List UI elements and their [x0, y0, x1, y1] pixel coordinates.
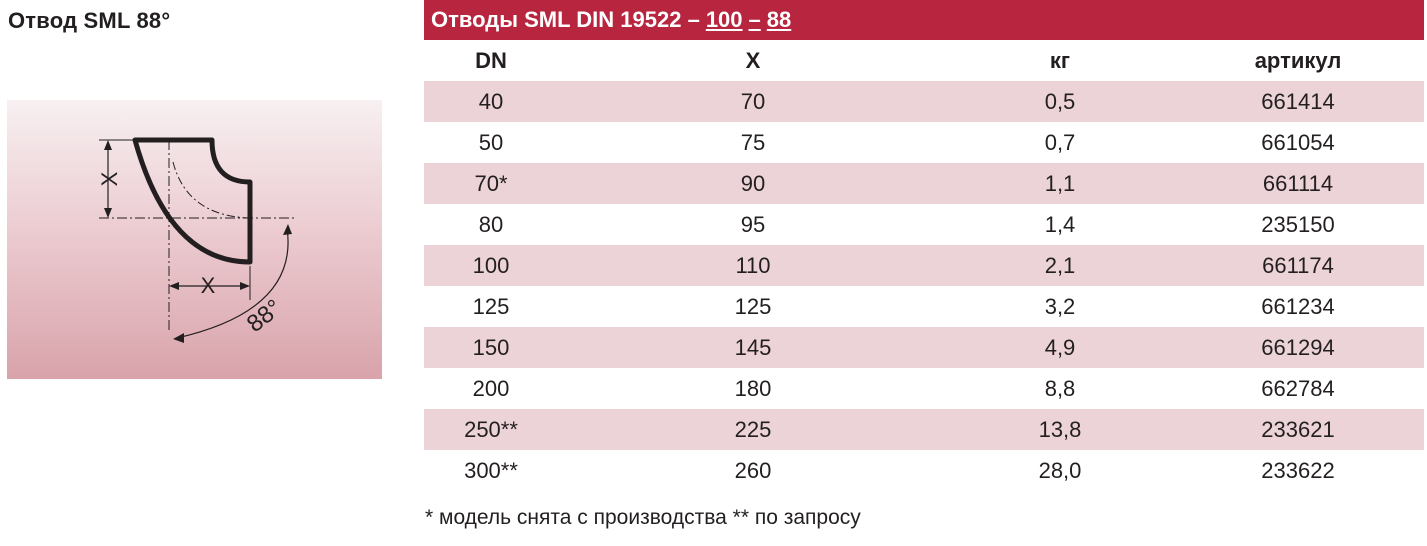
cell-x: 180 — [734, 375, 772, 401]
cell-x: 75 — [740, 129, 766, 155]
arrow-up — [104, 140, 112, 150]
cell-dn: 80 — [478, 211, 504, 237]
elbow-drawing-svg: X X 88° — [97, 137, 297, 343]
table-row: 300** 260 28,0 233622 — [424, 450, 1424, 491]
table-title-sep: – — [748, 7, 761, 32]
cell-kg: 4,9 — [1044, 334, 1076, 360]
cell-x: 90 — [740, 170, 766, 196]
table-row: 80 95 1,4 235150 — [424, 204, 1424, 245]
angle-label: 88° — [242, 294, 287, 338]
cell-kg: 1,1 — [1044, 170, 1076, 196]
angle-arrow-top — [283, 224, 292, 235]
table-row: 100 110 2,1 661174 — [424, 245, 1424, 286]
cell-dn: 40 — [478, 88, 504, 114]
table-row: 200 180 8,8 662784 — [424, 368, 1424, 409]
angle-arc — [176, 227, 289, 339]
cell-x: 145 — [734, 334, 772, 360]
cell-kg: 3,2 — [1044, 293, 1076, 319]
col-header-kg: кг — [1049, 47, 1071, 73]
angle-arrow-bottom — [173, 333, 184, 343]
cell-dn: 70* — [474, 170, 508, 196]
col-header-x: X — [745, 47, 761, 73]
cell-kg: 13,8 — [1038, 416, 1082, 442]
table-row: 70* 90 1,1 661114 — [424, 163, 1424, 204]
cell-dn: 200 — [472, 375, 510, 401]
cell-x: 125 — [734, 293, 772, 319]
table-title-link-dn[interactable]: 100 — [705, 7, 743, 32]
cell-article: 661414 — [1261, 88, 1335, 114]
arrow-right — [240, 282, 250, 290]
cell-kg: 0,7 — [1044, 129, 1076, 155]
centerline-arc — [172, 161, 251, 219]
cell-article: 661114 — [1262, 170, 1334, 196]
table-row: 50 75 0,7 661054 — [424, 122, 1424, 163]
cell-x: 95 — [740, 211, 766, 237]
table-column-headers: DN X кг артикул — [424, 40, 1424, 81]
cell-article: 235150 — [1261, 211, 1335, 237]
cell-kg: 8,8 — [1044, 375, 1076, 401]
cell-article: 233621 — [1261, 416, 1335, 442]
cell-article: 233622 — [1261, 457, 1335, 483]
col-header-dn: DN — [475, 47, 507, 73]
table-title-link-angle[interactable]: 88 — [766, 7, 792, 32]
product-title: Отвод SML 88° — [8, 8, 171, 33]
dim-label-vertical: X — [97, 171, 122, 186]
table-row: 250** 225 13,8 233621 — [424, 409, 1424, 450]
cell-x: 70 — [740, 88, 766, 114]
col-header-article: артикул — [1254, 47, 1342, 73]
cell-article: 661234 — [1261, 293, 1335, 319]
cell-x: 260 — [734, 457, 772, 483]
cell-dn: 250** — [464, 416, 518, 442]
cell-article: 661054 — [1261, 129, 1335, 155]
table-title: Отводы SML DIN 19522 – — [431, 7, 700, 32]
elbow-outline — [132, 137, 253, 265]
cell-article: 662784 — [1261, 375, 1335, 401]
cell-dn: 150 — [472, 334, 510, 360]
cell-dn: 50 — [478, 129, 504, 155]
cell-kg: 2,1 — [1044, 252, 1076, 278]
cell-dn: 100 — [472, 252, 510, 278]
arrow-down — [104, 208, 112, 218]
table-row: 40 70 0,5 661414 — [424, 81, 1424, 122]
cell-kg: 0,5 — [1044, 88, 1076, 114]
cell-kg: 28,0 — [1038, 457, 1082, 483]
cell-dn: 300** — [464, 457, 518, 483]
table-header: Отводы SML DIN 19522 – 100 – 88 — [424, 0, 1424, 40]
cell-x: 110 — [735, 252, 771, 278]
cell-article: 661174 — [1262, 252, 1334, 278]
cell-article: 661294 — [1261, 334, 1335, 360]
cell-dn: 125 — [472, 293, 510, 319]
arrow-left — [169, 282, 179, 290]
cell-x: 225 — [734, 416, 772, 442]
table-row: 150 145 4,9 661294 — [424, 327, 1424, 368]
cell-kg: 1,4 — [1044, 211, 1076, 237]
dim-label-horizontal: X — [201, 273, 216, 298]
elbow-diagram: X X 88° — [7, 100, 382, 379]
table-row: 125 125 3,2 661234 — [424, 286, 1424, 327]
footnote: * модель снята с производства ** по запр… — [425, 506, 861, 529]
spec-table: Отводы SML DIN 19522 – 100 – 88 DN X кг … — [424, 0, 1424, 491]
